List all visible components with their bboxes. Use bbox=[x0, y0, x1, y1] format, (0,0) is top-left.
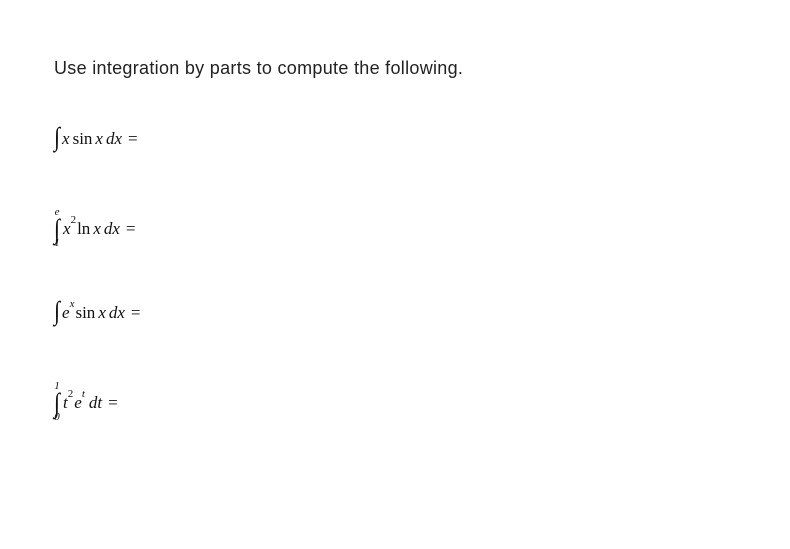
math-diff: dx bbox=[106, 130, 122, 147]
integral-sign-icon: ∫ bbox=[54, 393, 60, 412]
equals-sign: = bbox=[128, 130, 138, 147]
math-exp: 2 bbox=[71, 215, 77, 226]
page-container: Use integration by parts to compute the … bbox=[0, 0, 790, 515]
integral-sign-icon: ∫ bbox=[54, 298, 60, 324]
definite-integral-icon: 1 ∫ 0 bbox=[54, 382, 60, 423]
problem-2: e ∫ 1 x2 ln x dx = bbox=[54, 201, 740, 249]
math-var: x bbox=[62, 130, 70, 147]
math-var: x bbox=[63, 220, 71, 237]
math-exp: 2 bbox=[68, 389, 74, 400]
problem-4: 1 ∫ 0 t2et dt = bbox=[54, 375, 740, 423]
instruction-text: Use integration by parts to compute the … bbox=[54, 58, 740, 79]
equals-sign: = bbox=[108, 394, 118, 411]
math-var: x bbox=[95, 130, 103, 147]
math-func: ln bbox=[77, 220, 90, 237]
equals-sign: = bbox=[126, 220, 136, 237]
math-diff: dt bbox=[89, 394, 102, 411]
math-var: e bbox=[74, 394, 82, 411]
problem-3: ∫ ex sin x dx = bbox=[54, 301, 740, 323]
integral-sign-icon: ∫ bbox=[54, 124, 60, 150]
problem-1: ∫ x sin x dx = bbox=[54, 127, 740, 149]
math-exp: x bbox=[70, 299, 75, 310]
math-func: sin bbox=[73, 130, 93, 147]
math-var: x bbox=[98, 304, 106, 321]
integral-sign-icon: ∫ bbox=[54, 219, 60, 238]
math-var: e bbox=[62, 304, 70, 321]
math-diff: dx bbox=[109, 304, 125, 321]
math-func: sin bbox=[75, 304, 95, 321]
math-exp: t bbox=[82, 389, 85, 400]
math-var: x bbox=[93, 220, 101, 237]
equals-sign: = bbox=[131, 304, 141, 321]
definite-integral-icon: e ∫ 1 bbox=[54, 208, 60, 249]
math-diff: dx bbox=[104, 220, 120, 237]
